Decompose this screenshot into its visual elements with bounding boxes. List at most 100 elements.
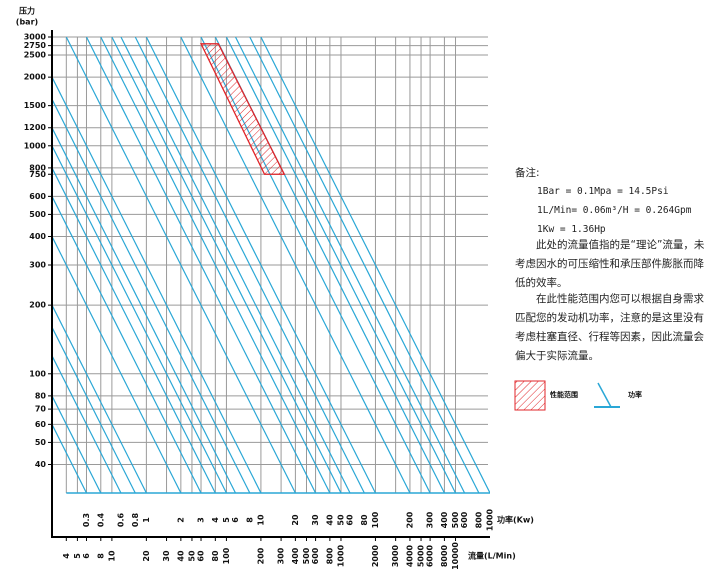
- y-tick-label: 3000: [24, 33, 47, 42]
- power-tick-label: 600: [460, 511, 469, 528]
- x-tick-label: 2000: [371, 544, 380, 567]
- y-tick-label: 40: [35, 460, 47, 469]
- y-tick-label: 70: [35, 405, 47, 414]
- y-tick-label: 750: [29, 170, 46, 179]
- legend-label: 性能范围: [550, 390, 578, 399]
- x-tick-label: 10000: [451, 542, 460, 570]
- power-line: [52, 195, 202, 493]
- power-tick-label: 200: [405, 511, 414, 528]
- x-tick-label: 300: [277, 547, 286, 564]
- power-tick-label: 0.6: [116, 512, 125, 527]
- y-axis-unit: (bar): [16, 18, 38, 27]
- x-tick-label: 600: [311, 547, 320, 564]
- power-lines: [52, 37, 490, 493]
- power-line: [52, 354, 122, 493]
- y-tick-label: 400: [29, 232, 46, 241]
- y-axis-title: 压力: [19, 6, 35, 16]
- power-tick-label: 300: [426, 511, 435, 528]
- power-line: [134, 37, 365, 493]
- power-line: [234, 37, 466, 493]
- power-line: [52, 144, 227, 493]
- power-line: [249, 37, 480, 493]
- y-tick-label: 200: [29, 301, 46, 310]
- x-tick-label: 60: [197, 550, 206, 562]
- x-tick-label: 1000: [336, 544, 345, 567]
- power-tick-label: 1000: [486, 508, 495, 531]
- power-line: [111, 37, 342, 493]
- x-tick-label: 4000: [405, 544, 414, 567]
- y-tick-label: 2000: [24, 73, 47, 82]
- x-tick-label: 5000: [417, 544, 426, 567]
- y-tick-label: 1200: [24, 123, 47, 132]
- note-paragraph: 在此性能范围内您可以根据自身需求匹配您的发动机功率，注意的是这里没有考虑柱塞直径…: [515, 293, 704, 362]
- x-axis-title: 流量(L/Min): [468, 551, 516, 561]
- power-tick-label: 50: [336, 514, 345, 526]
- power-tick-label: 80: [360, 514, 369, 526]
- x-tick-label: 200: [256, 547, 265, 564]
- notes-title: 备注:: [515, 167, 540, 179]
- power-line: [52, 303, 147, 493]
- power-tick-label: 3: [197, 517, 206, 523]
- x-tick-label: 8000: [440, 544, 449, 567]
- y-tick-label: 500: [29, 210, 46, 219]
- power-tick-label: 8: [245, 517, 254, 523]
- power-axis-title: 功率(Kw): [497, 515, 534, 525]
- y-tick-label: 100: [29, 369, 46, 378]
- x-tick-label: 10: [107, 550, 116, 562]
- note-line: 1Bar = 0.1Mpa = 14.5Psi: [537, 186, 669, 197]
- power-line: [260, 37, 490, 493]
- note-line: 1L/Min= 0.06m³/H = 0.264Gpm: [537, 205, 692, 216]
- performance-range: [199, 43, 286, 175]
- power-tick-label: 0.4: [96, 512, 105, 527]
- power-line: [120, 37, 351, 493]
- power-line: [52, 235, 182, 493]
- x-tick-label: 8: [96, 553, 105, 559]
- power-tick-label: 800: [474, 511, 483, 528]
- power-line: [52, 126, 237, 493]
- power-tick-label: 0.8: [131, 512, 140, 527]
- power-tick-label: 5: [222, 517, 231, 523]
- note-line: 1Kw = 1.36Hp: [537, 224, 606, 235]
- power-tick-label: 100: [371, 511, 380, 528]
- power-line: [52, 325, 136, 493]
- power-line: [52, 394, 102, 493]
- power-line: [225, 37, 457, 493]
- power-line: [52, 75, 262, 493]
- y-tick-label: 1000: [24, 141, 47, 150]
- y-tick-label: 60: [35, 420, 47, 429]
- power-tick-label: 6: [231, 517, 240, 523]
- x-tick-label: 20: [142, 550, 151, 562]
- x-tick-label: 40: [176, 550, 185, 562]
- x-tick-label: 30: [162, 550, 171, 562]
- y-tick-label: 1500: [24, 101, 47, 110]
- x-tick-label: 50: [187, 550, 196, 562]
- x-tick-label: 800: [325, 547, 334, 564]
- power-tick-label: 30: [311, 514, 320, 526]
- x-tick-label: 500: [302, 547, 311, 564]
- y-tick-label: 800: [29, 163, 46, 172]
- power-tick-label: 40: [325, 514, 334, 526]
- power-line: [52, 97, 251, 493]
- power-tick-label: 2: [176, 517, 185, 523]
- y-tick-label: 300: [29, 261, 46, 270]
- power-tick-label: 20: [291, 514, 300, 526]
- power-tick-label: 10: [256, 514, 265, 526]
- x-tick-label: 6000: [426, 544, 435, 567]
- x-tick-label: 6: [82, 553, 91, 559]
- power-tick-label: 1: [142, 517, 151, 523]
- y-tick-label: 2750: [24, 41, 47, 50]
- y-tick-label: 50: [35, 438, 47, 447]
- y-tick-label: 2500: [24, 51, 47, 60]
- power-line: [85, 37, 317, 493]
- x-tick-label: 100: [222, 547, 231, 564]
- power-line: [100, 37, 331, 493]
- power-tick-label: 4: [211, 517, 220, 523]
- legend-swatch: [514, 380, 546, 411]
- x-tick-label: 4: [62, 553, 71, 559]
- legend-label: 功率: [628, 390, 642, 399]
- power-line: [180, 37, 411, 493]
- x-tick-label: 3000: [391, 544, 400, 567]
- power-tick-label: 0.3: [82, 513, 91, 527]
- legend-power-icon: [597, 382, 612, 408]
